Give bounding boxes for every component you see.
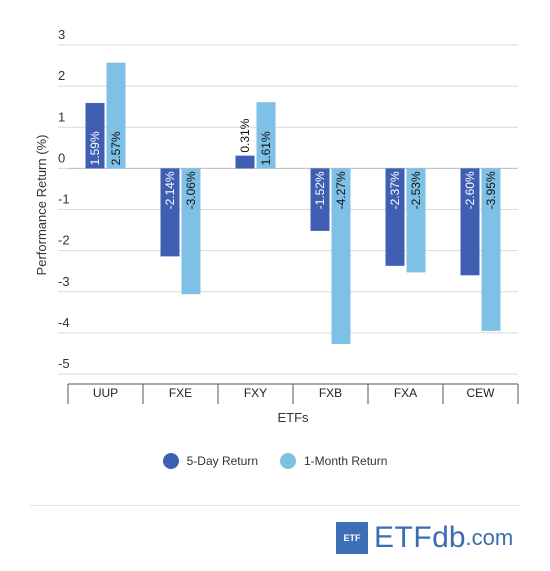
- y-tick-label: 0: [58, 150, 65, 165]
- y-axis-title: Performance Return (%): [34, 135, 49, 276]
- y-tick-label: -4: [58, 315, 70, 330]
- legend-label-5-day: 5-Day Return: [186, 454, 258, 468]
- bar-1-month-cew: [481, 168, 501, 331]
- y-tick-label: 2: [58, 68, 65, 83]
- footer-divider: [30, 505, 520, 506]
- legend: 5-Day Return 1-Month Return: [0, 453, 550, 469]
- logo-text-com: .com: [465, 525, 514, 550]
- x-tick-label: UUP: [93, 386, 118, 400]
- x-tick-label: FXB: [319, 386, 342, 400]
- data-label: -3.06%: [184, 171, 198, 209]
- y-tick-label: -3: [58, 274, 70, 289]
- data-label: -3.95%: [484, 171, 498, 209]
- data-label: -4.27%: [334, 171, 348, 209]
- data-label: -1.52%: [313, 171, 327, 209]
- bar-1-month-fxy: [256, 102, 276, 169]
- y-axis-ticks: 3 2 1 0 -1 -2 -3 -4 -5: [58, 27, 70, 371]
- legend-swatch-1-month: [280, 453, 296, 469]
- data-label: -2.60%: [463, 171, 477, 209]
- y-tick-label: -2: [58, 233, 70, 248]
- y-tick-label: -1: [58, 192, 70, 207]
- x-axis-title: ETFs: [277, 410, 309, 425]
- bars: [85, 62, 501, 344]
- y-tick-label: 3: [58, 27, 65, 42]
- legend-item-1-month[interactable]: 1-Month Return: [280, 453, 387, 469]
- data-label: 1.59%: [88, 131, 102, 165]
- x-tick-label: FXA: [394, 386, 417, 400]
- data-label: -2.37%: [388, 171, 402, 209]
- etf-logo-box: ETF: [336, 522, 368, 554]
- bar-5-day-uup: [85, 102, 105, 169]
- y-tick-label: -5: [58, 356, 70, 371]
- data-label: 2.57%: [109, 131, 123, 165]
- data-label: -2.14%: [163, 171, 177, 209]
- x-axis: UUP FXE FXY FXB FXA CEW: [67, 383, 519, 404]
- bar-5-day-fxe: [160, 168, 180, 257]
- legend-item-5-day[interactable]: 5-Day Return: [162, 453, 258, 469]
- x-tick-label: FXY: [244, 386, 267, 400]
- bar-1-month-uup: [106, 62, 126, 169]
- y-tick-label: 1: [58, 109, 65, 124]
- logo-text-etf: ETF: [374, 521, 433, 554]
- bar-5-day-fxb: [310, 168, 330, 231]
- data-label: -2.53%: [409, 171, 423, 209]
- data-labels: 1.59% -2.14% 0.31% -1.52% -2.37% -2.60% 2.57% -…: [88, 118, 498, 209]
- legend-swatch-5-day: [162, 453, 179, 469]
- bar-1-month-fxa: [406, 168, 426, 273]
- bar-chart: 3 2 1 0 -1 -2 -3 -4 -5 1.59% -2.14% 0.31% -1.52% -2.…: [34, 27, 519, 425]
- gridlines: [58, 44, 518, 375]
- bar-5-day-fxy: [235, 155, 255, 169]
- data-label: 0.31%: [238, 118, 252, 152]
- bar-5-day-cew: [460, 168, 480, 276]
- x-tick-label: FXE: [169, 386, 192, 400]
- logo-text-db: db: [432, 521, 466, 554]
- data-label: 1.61%: [259, 131, 273, 165]
- x-tick-label: CEW: [467, 386, 496, 400]
- bar-1-month-fxe: [181, 168, 201, 295]
- bar-5-day-fxa: [385, 168, 405, 266]
- etfdb-logo[interactable]: ETF ETF db .com: [336, 521, 513, 555]
- bar-1-month-fxb: [331, 168, 351, 344]
- legend-label-1-month: 1-Month Return: [304, 454, 388, 468]
